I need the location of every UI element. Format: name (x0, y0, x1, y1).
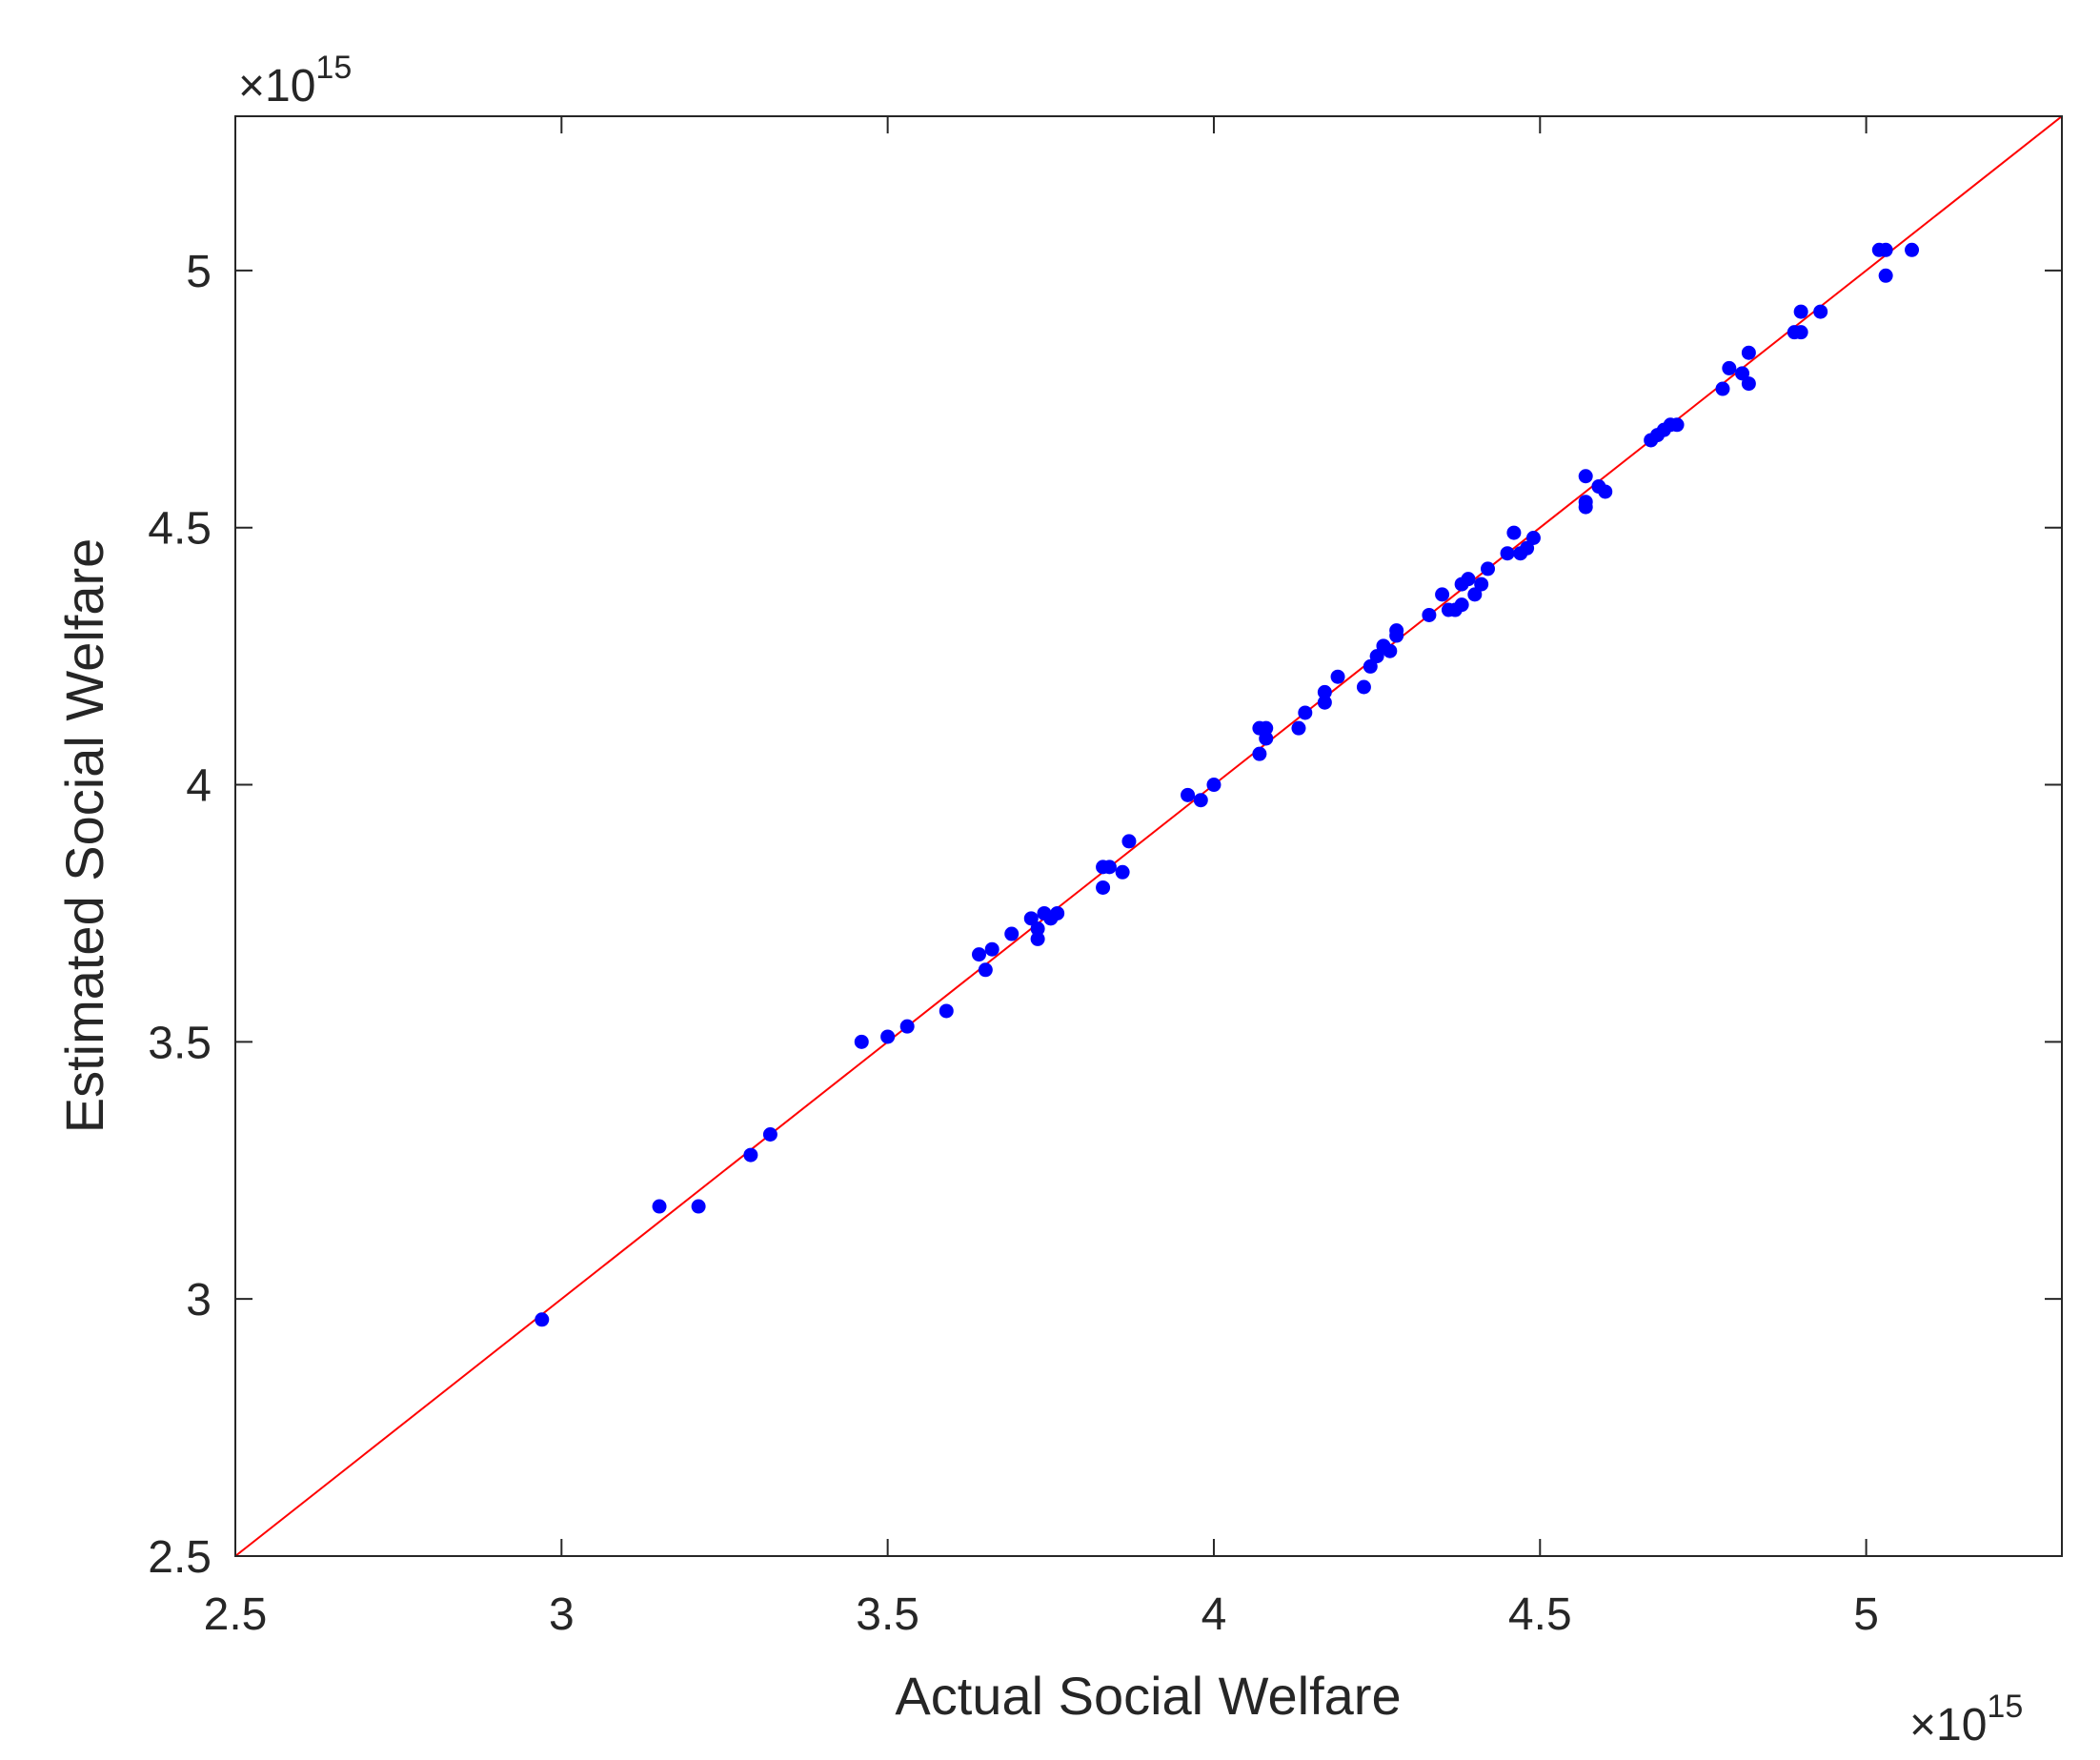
data-point (1525, 531, 1541, 546)
data-point (1435, 587, 1450, 602)
data-point (1878, 268, 1893, 283)
data-point (535, 1312, 550, 1327)
data-point (691, 1199, 706, 1214)
data-point (762, 1126, 777, 1142)
data-point (1206, 778, 1222, 793)
y-tick-label: 5 (186, 247, 212, 297)
x-axis-label: Actual Social Welfare (895, 1666, 1401, 1726)
data-point (1383, 643, 1398, 658)
data-point (1741, 345, 1756, 360)
data-point (1813, 304, 1828, 319)
data-point (1467, 587, 1483, 602)
y-tick-label: 4 (186, 761, 212, 812)
x-axis-exponent: ×1015 (1909, 1689, 2023, 1750)
data-point (1669, 417, 1685, 433)
data-point (880, 1029, 896, 1044)
ticks-layer (234, 116, 2062, 1557)
data-point (1722, 360, 1737, 375)
data-point (1298, 705, 1313, 720)
data-point (1422, 607, 1437, 622)
data-point (1259, 731, 1274, 746)
data-point (984, 941, 1000, 957)
data-point (1461, 572, 1476, 587)
data-point (1252, 746, 1267, 761)
y-axis-exponent: ×1015 (238, 50, 352, 111)
data-point (1101, 860, 1117, 875)
tick-labels-layer: 2.5 3 3.5 4 4.5 5 2.5 3 3.5 4 4.5 5 (148, 247, 1879, 1640)
y-exponent-base: ×10 (238, 61, 315, 111)
data-point (1050, 905, 1065, 920)
x-tick-label: 2.5 (204, 1589, 268, 1640)
data-point (899, 1019, 915, 1034)
data-point (1715, 381, 1730, 396)
data-point (652, 1199, 667, 1214)
data-point (1598, 484, 1613, 499)
data-point (1389, 623, 1404, 638)
y-tick-label: 3 (186, 1275, 212, 1325)
axes-box (234, 115, 2063, 1557)
data-point (1520, 540, 1535, 556)
data-point (1259, 720, 1274, 736)
data-point (1369, 649, 1384, 664)
data-point (978, 962, 993, 978)
data-point (1454, 597, 1469, 613)
data-point (1030, 921, 1045, 937)
y-exponent-power: 15 (315, 50, 352, 86)
x-exponent-power: 15 (1987, 1689, 2023, 1725)
data-point (1474, 577, 1489, 592)
x-exponent-base: ×10 (1909, 1700, 1987, 1750)
data-point (1506, 525, 1522, 540)
data-point (971, 947, 986, 962)
data-point (1291, 720, 1306, 736)
data-point (1363, 658, 1378, 674)
data-point (1096, 880, 1111, 895)
data-points-layer (535, 242, 1920, 1327)
data-point (1317, 684, 1332, 699)
data-point (1330, 669, 1345, 684)
data-point (1500, 546, 1515, 561)
data-point (854, 1034, 869, 1049)
data-point (1317, 695, 1332, 710)
x-tick-label: 5 (1853, 1589, 1879, 1640)
x-tick-label: 3 (549, 1589, 575, 1640)
data-point (1481, 561, 1496, 577)
y-tick-label: 2.5 (148, 1532, 212, 1583)
y-tick-label: 4.5 (148, 504, 212, 555)
x-tick-label: 4 (1201, 1589, 1227, 1640)
data-point (1030, 931, 1045, 946)
data-point (1793, 325, 1808, 340)
data-point (1356, 679, 1371, 695)
data-point (1004, 926, 1020, 941)
data-point (1735, 366, 1750, 381)
data-point (1181, 787, 1196, 802)
data-point (1578, 469, 1593, 484)
y-tick-label: 3.5 (148, 1018, 212, 1068)
y-axis-label: Estimated Social Welfare (54, 538, 114, 1134)
data-point (1578, 495, 1593, 510)
data-point (1741, 376, 1756, 392)
x-tick-label: 4.5 (1508, 1589, 1572, 1640)
data-point (1793, 304, 1808, 319)
data-point (1115, 864, 1130, 880)
data-point (1193, 793, 1208, 808)
data-point (1121, 834, 1137, 849)
data-point (1878, 242, 1893, 257)
x-tick-label: 3.5 (856, 1589, 919, 1640)
data-point (743, 1147, 758, 1163)
data-point (1023, 911, 1039, 926)
data-point (1905, 242, 1920, 257)
data-point (939, 1003, 954, 1019)
